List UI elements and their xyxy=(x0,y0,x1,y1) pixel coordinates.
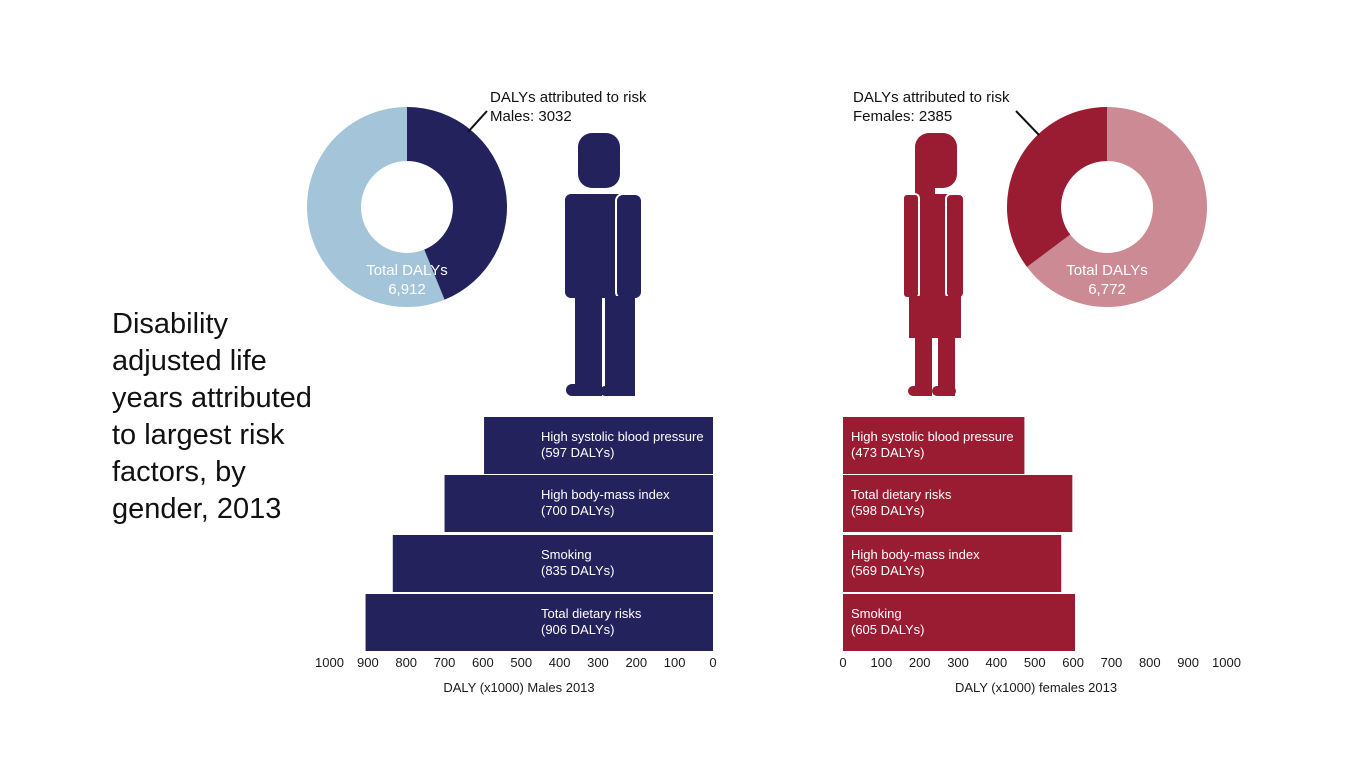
male-axis-tick-label: 100 xyxy=(664,655,686,670)
male-bar-chart: High systolic blood pressure(597 DALYs) H… xyxy=(315,417,717,695)
male-callout-value: Males: 3032 xyxy=(490,108,572,125)
male-axis-tick-label: 400 xyxy=(549,655,571,670)
male-bar xyxy=(484,417,713,474)
female-axis-title: DALY (x1000) females 2013 xyxy=(955,680,1117,695)
male-bar xyxy=(444,475,713,532)
male-axis-tick-label: 0 xyxy=(709,655,716,670)
female-figure-icon xyxy=(902,133,965,396)
female-axis-tick-label: 300 xyxy=(947,655,969,670)
male-callout-line xyxy=(467,110,488,133)
female-donut-attributed-slice xyxy=(1007,107,1107,267)
male-axis-tick-label: 500 xyxy=(510,655,532,670)
male-bar-value-label: (906 DALYs) xyxy=(541,622,614,637)
female-callout-value: Females: 2385 xyxy=(853,108,952,125)
female-donut-total-label: Total DALYs xyxy=(1066,262,1147,279)
female-callout-line xyxy=(1015,110,1040,136)
male-axis-tick-label: 200 xyxy=(625,655,647,670)
male-axis-tick-label: 800 xyxy=(395,655,417,670)
female-axis-tick-label: 200 xyxy=(909,655,931,670)
male-bar-category-label: Total dietary risks xyxy=(541,606,642,621)
male-axis-title: DALY (x1000) Males 2013 xyxy=(443,680,594,695)
male-bar-value-label: (597 DALYs) xyxy=(541,445,614,460)
female-donut-chart: Total DALYs 6,772 DALYs attributed to risk… xyxy=(853,89,1207,307)
female-axis-tick-label: 500 xyxy=(1024,655,1046,670)
male-bar xyxy=(365,594,713,651)
female-donut-total-value: 6,772 xyxy=(1088,281,1126,298)
female-axis-tick-label: 100 xyxy=(870,655,892,670)
male-donut-attributed-slice xyxy=(407,107,507,300)
female-bar-value-label: (569 DALYs) xyxy=(851,563,924,578)
female-bar-category-label: High systolic blood pressure xyxy=(851,429,1014,444)
female-bar-value-label: (598 DALYs) xyxy=(851,503,924,518)
male-donut-total-value: 6,912 xyxy=(388,281,426,298)
female-bar xyxy=(843,594,1076,651)
female-axis-tick-label: 1000 xyxy=(1212,655,1241,670)
male-bar-category-label: High body-mass index xyxy=(541,487,670,502)
female-axis-tick-label: 700 xyxy=(1101,655,1123,670)
female-bar-value-label: (605 DALYs) xyxy=(851,622,924,637)
female-axis-tick-label: 600 xyxy=(1062,655,1084,670)
female-axis-tick-label: 900 xyxy=(1177,655,1199,670)
female-callout-title: DALYs attributed to risk xyxy=(853,89,1010,106)
male-axis-tick-label: 700 xyxy=(434,655,456,670)
female-bar-category-label: Total dietary risks xyxy=(851,487,952,502)
female-axis-tick-label: 400 xyxy=(986,655,1008,670)
female-axis-tick-label: 800 xyxy=(1139,655,1161,670)
female-bar xyxy=(843,535,1062,592)
female-bar-value-label: (473 DALYs) xyxy=(851,445,924,460)
female-bar-category-label: Smoking xyxy=(851,606,902,621)
male-bar-category-label: High systolic blood pressure xyxy=(541,429,704,444)
male-callout-title: DALYs attributed to risk xyxy=(490,89,647,106)
female-bar xyxy=(843,417,1025,474)
female-bar-category-label: High body-mass index xyxy=(851,547,980,562)
male-bar-value-label: (835 DALYs) xyxy=(541,563,614,578)
male-bar-value-label: (700 DALYs) xyxy=(541,503,614,518)
female-bar-chart: High systolic blood pressure(473 DALYs) T… xyxy=(839,417,1241,695)
male-donut-total-label: Total DALYs xyxy=(366,262,447,279)
male-donut-chart: Total DALYs 6,912 DALYs attributed to risk… xyxy=(307,89,647,307)
male-axis-tick-label: 1000 xyxy=(315,655,344,670)
male-bar xyxy=(392,535,713,592)
female-bar xyxy=(843,475,1073,532)
male-figure-icon xyxy=(565,133,643,396)
male-axis-tick-label: 300 xyxy=(587,655,609,670)
male-bar-category-label: Smoking xyxy=(541,547,592,562)
male-axis-tick-label: 600 xyxy=(472,655,494,670)
male-axis-tick-label: 900 xyxy=(357,655,379,670)
female-axis-tick-label: 0 xyxy=(839,655,846,670)
chart-title: Disability adjusted life years attribute… xyxy=(112,308,312,525)
